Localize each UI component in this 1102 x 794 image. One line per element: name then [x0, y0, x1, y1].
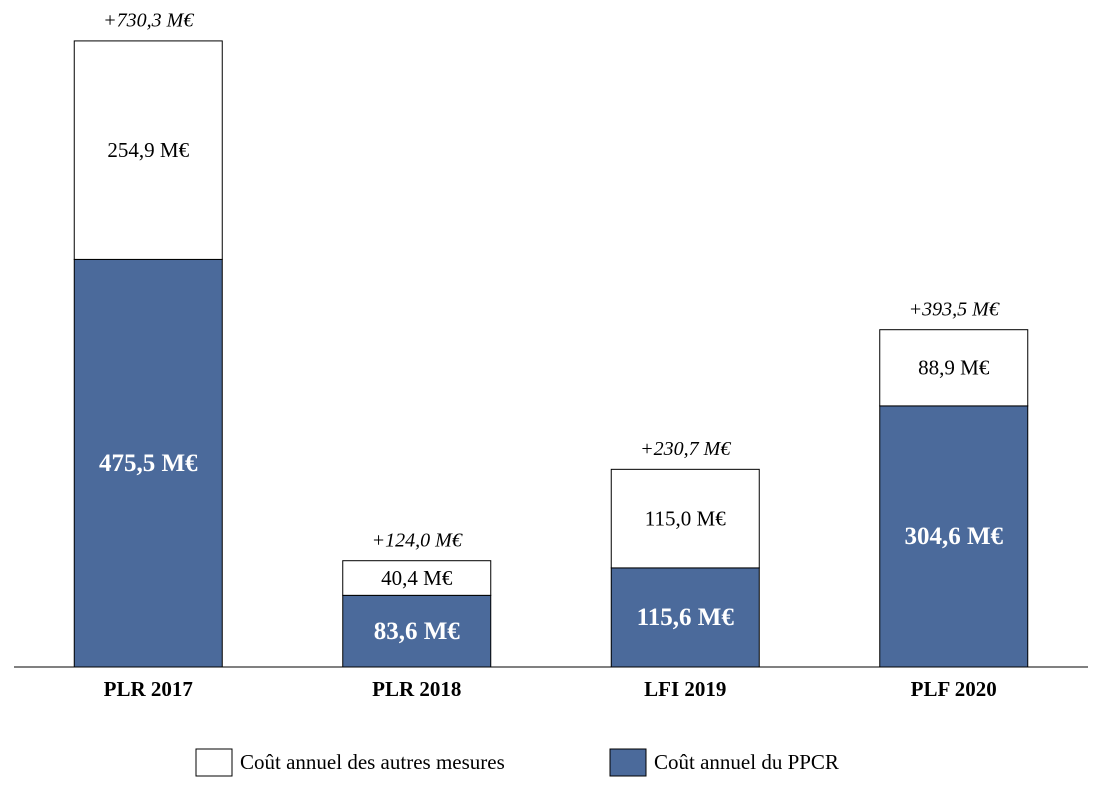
value-label: 115,6 M€: [637, 604, 735, 631]
legend-label: Coût annuel des autres mesures: [240, 750, 505, 774]
x-tick-label: PLR 2018: [372, 677, 461, 701]
total-label: +730,3 M€: [103, 10, 194, 32]
bar-segment: [610, 567, 760, 668]
value-label: 88,9 M€: [918, 356, 990, 380]
value-label: 254,9 M€: [107, 138, 189, 162]
bar-segment: [73, 40, 223, 260]
value-label: 475,5 M€: [99, 450, 198, 477]
value-label: 115,0 M€: [645, 506, 726, 530]
bar-segment: [610, 468, 760, 569]
legend-swatch: [195, 748, 233, 777]
value-label: 83,6 M€: [374, 618, 461, 645]
bar-segment: [879, 329, 1029, 407]
value-label: 304,6 M€: [904, 523, 1003, 550]
x-tick-label: PLF 2020: [911, 677, 997, 701]
bar-segment: [342, 560, 492, 596]
x-tick-label: LFI 2019: [644, 677, 726, 701]
total-label: +230,7 M€: [640, 438, 731, 460]
bar-segment: [879, 405, 1029, 668]
x-tick-label: PLR 2017: [104, 677, 193, 701]
total-label: +124,0 M€: [372, 529, 463, 551]
legend-label: Coût annuel du PPCR: [654, 750, 839, 774]
total-label: +393,5 M€: [909, 298, 1000, 320]
bar-segment: [73, 258, 223, 668]
value-label: 40,4 M€: [381, 566, 453, 590]
legend-swatch: [609, 748, 647, 777]
